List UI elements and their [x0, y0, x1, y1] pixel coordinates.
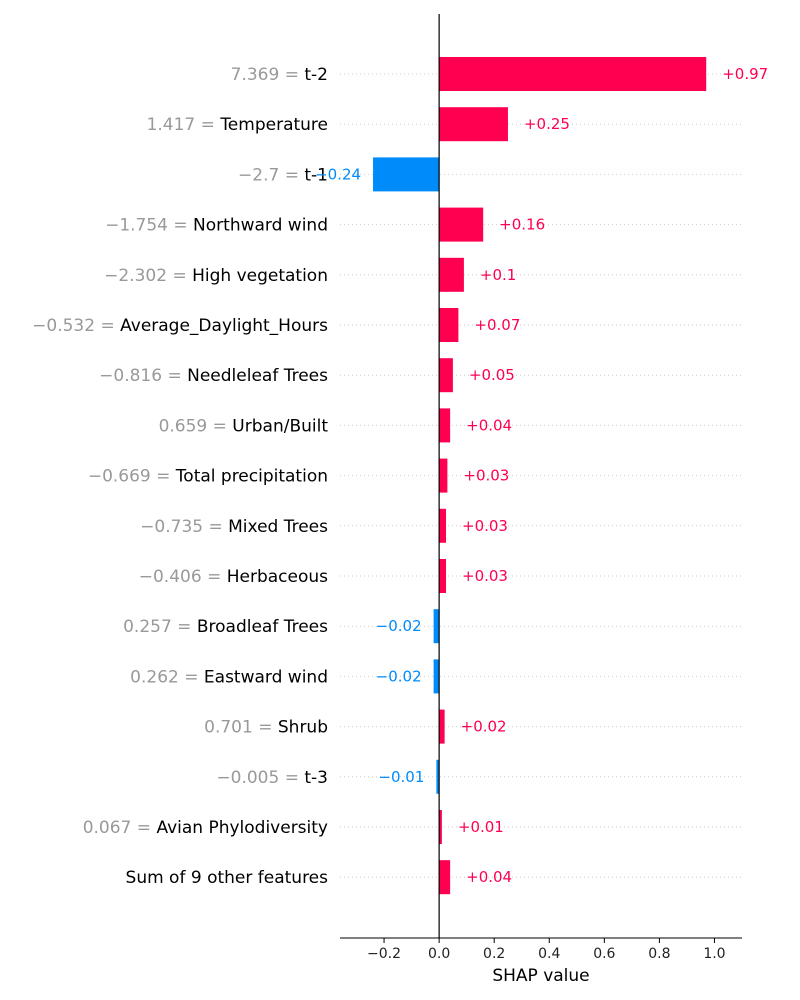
bar-6 [439, 358, 453, 393]
bar-13 [439, 709, 445, 744]
x-tick-label: 0.4 [538, 946, 560, 962]
feature-name: t-1 [304, 165, 328, 185]
feature-name: Broadleaf Trees [197, 617, 328, 637]
feature-name: Temperature [219, 115, 328, 135]
bar-7 [439, 408, 451, 443]
feature-label: 0.257 = Broadleaf Trees [123, 617, 328, 637]
feature-name: Shrub [278, 718, 328, 738]
x-tick-label: 0.6 [593, 946, 615, 962]
feature-value: −0.816 = [99, 366, 187, 386]
data-label: +0.03 [462, 517, 508, 535]
feature-name: Eastward wind [204, 667, 328, 687]
data-label: +0.01 [458, 818, 504, 836]
feature-label: −1.754 = Northward wind [105, 216, 328, 236]
feature-label: 1.417 = Temperature [147, 115, 328, 135]
feature-value: 0.067 = [83, 818, 157, 838]
feature-value: −0.669 = [88, 467, 176, 487]
bar-11 [433, 609, 440, 644]
bar-2 [373, 157, 440, 192]
data-label: +0.1 [480, 266, 516, 284]
feature-name: Sum of 9 other features [126, 868, 329, 888]
data-label: +0.07 [474, 316, 520, 334]
bar-12 [433, 659, 440, 694]
data-label: +0.04 [466, 868, 512, 886]
feature-name: Urban/Built [232, 416, 328, 436]
bar-4 [439, 257, 464, 292]
bar-0 [439, 57, 707, 91]
feature-label: −0.669 = Total precipitation [88, 467, 328, 487]
feature-value: 0.701 = [204, 718, 278, 738]
feature-name: High vegetation [192, 266, 328, 286]
feature-value: −0.005 = [216, 768, 304, 788]
feature-label: 0.659 = Urban/Built [159, 416, 329, 436]
bar-10 [439, 559, 447, 593]
data-label: +0.97 [722, 65, 768, 83]
x-tick-label: −0.2 [367, 946, 401, 962]
data-label: +0.16 [499, 216, 545, 234]
feature-label: −0.816 = Needleleaf Trees [99, 366, 328, 386]
x-axis-title: SHAP value [492, 966, 589, 986]
x-tick-label: 0.8 [648, 946, 670, 962]
feature-label: −2.302 = High vegetation [104, 266, 328, 286]
feature-label: 7.369 = t-2 [231, 65, 328, 85]
data-label: +0.03 [463, 467, 509, 485]
data-label: +0.05 [469, 366, 515, 384]
feature-name: Herbaceous [227, 567, 328, 587]
feature-name: Northward wind [193, 216, 328, 236]
x-tick-label: 0.0 [428, 946, 450, 962]
data-label: −0.02 [376, 667, 422, 685]
feature-name: Total precipitation [175, 467, 328, 487]
bar-5 [439, 308, 459, 342]
feature-value: −0.406 = [139, 567, 227, 587]
bar-14 [436, 759, 440, 794]
feature-name: Needleleaf Trees [187, 366, 328, 386]
data-label: −0.02 [376, 617, 422, 635]
feature-name: Avian Phylodiversity [156, 818, 328, 838]
feature-label: 0.262 = Eastward wind [130, 667, 328, 687]
bars [373, 57, 707, 895]
x-tick-label: 1.0 [703, 946, 725, 962]
feature-value: −0.532 = [32, 316, 120, 336]
data-label: −0.01 [378, 768, 424, 786]
data-label: +0.25 [524, 115, 570, 133]
feature-value: −1.754 = [105, 216, 193, 236]
grid-lines [340, 73, 742, 878]
feature-value: 0.659 = [159, 416, 233, 436]
feature-label: 0.067 = Avian Phylodiversity [83, 818, 328, 838]
feature-label: −2.7 = t-1 [238, 165, 328, 185]
feature-name: t-3 [304, 768, 328, 788]
feature-value: 1.417 = [147, 115, 221, 135]
data-label: +0.04 [466, 416, 512, 434]
feature-name: t-2 [304, 65, 328, 85]
data-labels: +0.97 +0.25 −0.24 +0.16 +0.1 +0.07 +0.05 +0.04 +… [315, 65, 768, 886]
feature-label: −0.735 = Mixed Trees [140, 517, 328, 537]
data-label: +0.03 [462, 567, 508, 585]
feature-value: −2.7 = [238, 165, 304, 185]
feature-value: 0.262 = [130, 667, 204, 687]
data-label: −0.24 [315, 165, 361, 183]
feature-name: Mixed Trees [228, 517, 328, 537]
bar-1 [439, 107, 508, 142]
feature-label: −0.406 = Herbaceous [139, 567, 328, 587]
feature-value: −2.302 = [104, 266, 192, 286]
feature-value: 7.369 = [231, 65, 305, 85]
bar-15 [439, 810, 442, 844]
bar-8 [439, 458, 448, 493]
feature-label: −0.532 = Average_Daylight_Hours [32, 316, 328, 336]
bar-3 [439, 207, 484, 242]
bar-9 [439, 508, 447, 543]
x-axis: −0.2 0.0 0.2 0.4 0.6 0.8 1.0 [340, 937, 742, 962]
feature-value: −0.735 = [140, 517, 228, 537]
feature-value: 0.257 = [123, 617, 197, 637]
bar-16 [439, 860, 451, 895]
data-label: +0.02 [461, 718, 507, 736]
x-tick-label: 0.2 [483, 946, 505, 962]
feature-labels: 7.369 = t-2 1.417 = Temperature −2.7 = t-1… [32, 65, 328, 888]
feature-label: 0.701 = Shrub [204, 718, 328, 738]
feature-label: −0.005 = t-3 [216, 768, 328, 788]
feature-label: Sum of 9 other features [126, 868, 329, 888]
feature-name: Average_Daylight_Hours [120, 316, 328, 336]
